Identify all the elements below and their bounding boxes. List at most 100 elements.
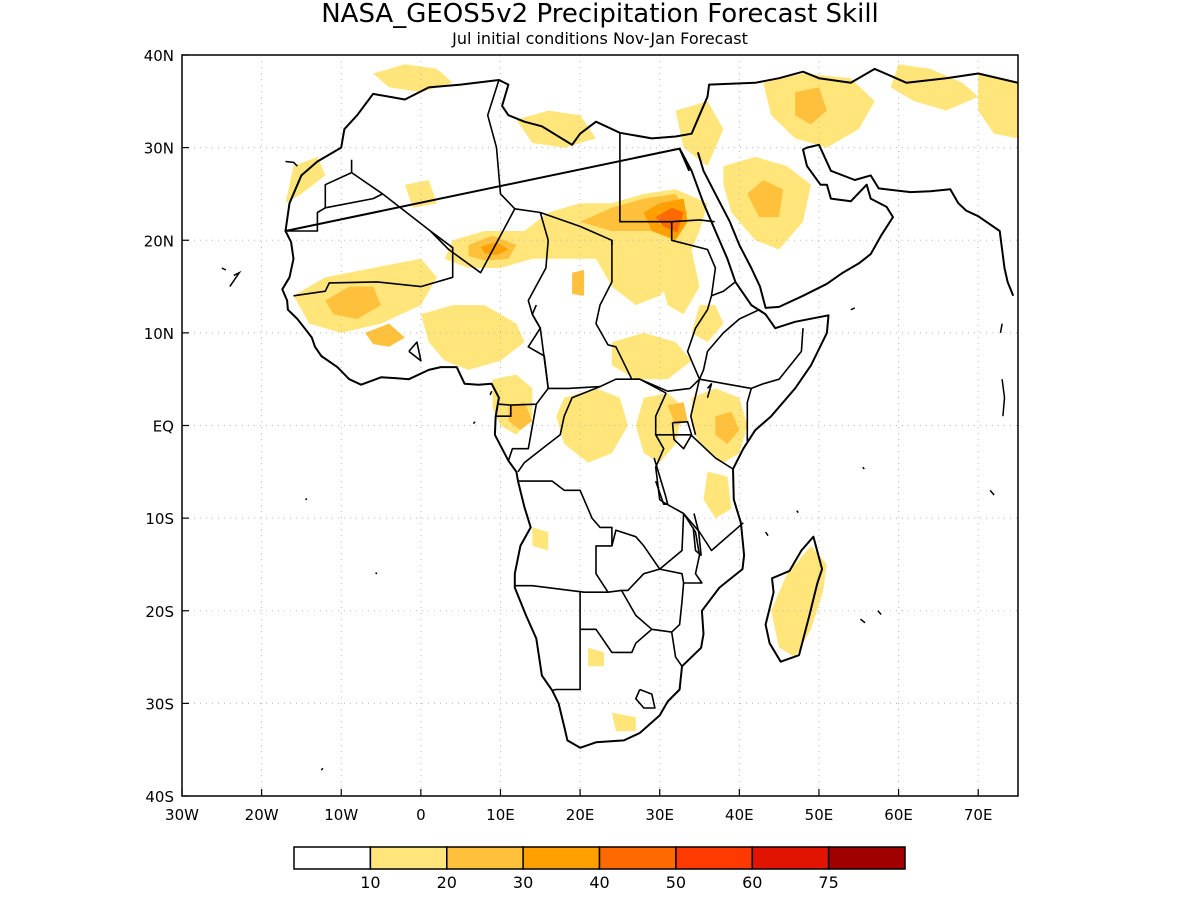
colorbar-swatch (293, 846, 372, 870)
skill-region-chad-small (572, 269, 585, 296)
country-border (698, 308, 767, 380)
skill-region-gabon-core (508, 402, 533, 431)
skill-region-madagascar (771, 545, 827, 658)
lon-tick-label: 20E (566, 806, 595, 824)
skill-region-guinea-coast (365, 323, 405, 347)
arabia-coastline (696, 143, 1015, 309)
colorbar-swatch (369, 846, 448, 870)
country-border (429, 208, 613, 274)
skill-region-arabia-core (747, 180, 784, 218)
map-plot-area (182, 55, 1018, 796)
colorbar-swatch (827, 846, 906, 870)
lat-tick-label: 40N (144, 47, 174, 65)
lat-tick-label: 30N (144, 140, 174, 158)
lat-tick-label: 10N (144, 325, 174, 343)
country-border (517, 385, 601, 473)
country-border (654, 392, 744, 552)
colorbar-swatch (751, 846, 830, 870)
colorbar-label: 60 (742, 873, 762, 892)
country-border (514, 480, 613, 593)
skill-region-ghana-nigeria (420, 305, 525, 370)
country-border (620, 590, 683, 667)
lon-tick-label: 70E (964, 806, 993, 824)
island-outline (989, 489, 995, 496)
country-border (671, 513, 703, 633)
skill-region-sudan-peak (655, 207, 684, 233)
country-border (595, 240, 640, 380)
island-outline (859, 618, 866, 624)
colorbar-swatch (522, 846, 601, 870)
colorbar-label: 50 (666, 873, 686, 892)
lat-tick-label: 20N (144, 232, 174, 250)
lon-tick-label: 10E (486, 806, 515, 824)
country-border (531, 304, 549, 389)
skill-region-nile-south (659, 240, 700, 315)
colorbar-label: 10 (360, 873, 380, 892)
colorbar-swatch (675, 846, 754, 870)
lake-outline (706, 383, 713, 398)
africa-coastline (281, 147, 830, 749)
country-border (486, 79, 516, 210)
lon-tick-label: 0 (416, 806, 426, 824)
lon-tick-label: 50E (805, 806, 834, 824)
skill-region-kenya-core (715, 411, 740, 444)
map-subtitle: Jul initial conditions Nov-Jan Forecast (451, 29, 748, 48)
country-border (611, 513, 685, 570)
island-outline (764, 531, 769, 537)
lon-tick-label: 40E (725, 806, 754, 824)
island-outline (850, 307, 856, 311)
skill-region-angola-small (532, 527, 549, 551)
map-title: NASA_GEOS5v2 Precipitation Forecast Skil… (321, 0, 879, 29)
island-outline (375, 572, 378, 575)
lon-tick-label: 60E (884, 806, 913, 824)
skill-shading-layer (285, 64, 1018, 732)
country-border (351, 171, 384, 195)
country-border (498, 212, 549, 406)
country-border (690, 378, 753, 442)
lake-outline (653, 457, 669, 505)
country-border (293, 193, 454, 297)
lon-tick-label: 20W (245, 806, 279, 824)
lake-outline (671, 421, 693, 450)
island-outline (999, 323, 1003, 334)
madagascar-coastline (764, 535, 824, 663)
mediterranean-coastline (284, 67, 1018, 232)
country-border (711, 281, 736, 297)
country-border (659, 568, 685, 584)
island-outline (229, 270, 242, 288)
skill-region-zimbabwe (588, 647, 604, 667)
island-outline (305, 498, 308, 501)
country-border (548, 378, 667, 394)
island-outline (877, 610, 882, 615)
island-outline (796, 510, 799, 514)
country-border (495, 405, 512, 417)
lat-tick-label: 20S (145, 603, 174, 621)
lat-tick-label: 10S (145, 510, 174, 528)
colorbar-label: 75 (818, 873, 838, 892)
island-outline (489, 390, 493, 396)
lon-tick-label: 10W (324, 806, 358, 824)
latitude-axis: 40N 30N 20N 10N EQ 10S 20S 30S 40S (144, 47, 189, 806)
colorbar-label: 30 (513, 873, 533, 892)
longitude-axis: 30W 20W 10W 0 10E 20E 30E 40E 50E 60E 70E (165, 789, 992, 824)
colorbar-label: 40 (589, 873, 609, 892)
lake-outline (408, 341, 422, 362)
island-outline (1001, 379, 1006, 417)
skill-region-south-sudan (611, 332, 692, 380)
skill-region-central-africa (556, 388, 628, 463)
skill-region-niger-core-hi (480, 242, 509, 256)
country-border (580, 628, 653, 654)
country-border (607, 568, 660, 593)
country-border (751, 328, 804, 390)
skill-region-pakistan (978, 73, 1018, 139)
island-outline (862, 466, 865, 470)
skill-region-algeria-north (373, 64, 453, 93)
country-border (639, 221, 717, 392)
colorbar-label: 20 (437, 873, 457, 892)
colorbar-swatch (598, 846, 677, 870)
island-outline (472, 421, 476, 425)
lat-tick-label: EQ (153, 418, 174, 436)
skill-region-south-africa-south (611, 712, 636, 732)
country-border (552, 592, 581, 692)
